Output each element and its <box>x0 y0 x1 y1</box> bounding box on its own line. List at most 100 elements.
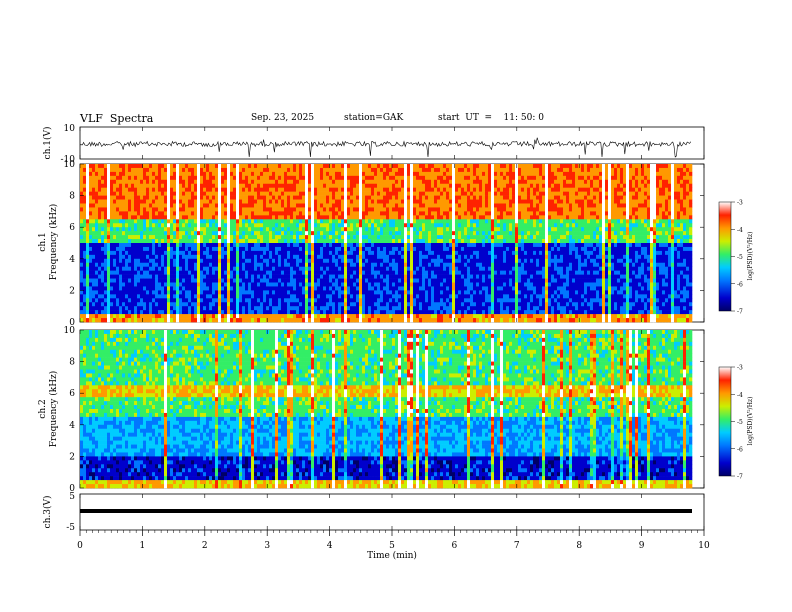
spectrogram-cell <box>149 282 153 287</box>
spectrogram-cell <box>140 262 144 267</box>
spectrogram-cell <box>230 254 234 260</box>
spectrogram-cell <box>98 239 102 244</box>
spectrogram-cell <box>332 262 336 267</box>
spectrogram-cell <box>332 199 336 204</box>
spectrogram-cell <box>104 227 108 232</box>
spectrogram-cell <box>116 246 120 252</box>
spectrogram-cell <box>167 171 171 177</box>
spectrogram-cell <box>158 195 162 200</box>
spectrogram-cell <box>191 235 195 240</box>
spectrogram-cell <box>95 183 99 188</box>
spectrogram-cell <box>83 254 87 260</box>
spectrogram-cell <box>287 270 291 275</box>
spectrogram-cell <box>80 183 84 188</box>
spectrogram-cell <box>287 231 291 236</box>
spectrogram-cell <box>323 286 327 291</box>
spectrogram-cell <box>347 203 351 208</box>
spectrogram-cell <box>317 258 321 264</box>
spectrogram-cell <box>434 314 438 319</box>
spectrogram-cell <box>368 298 372 303</box>
spectrogram-cell <box>368 310 372 315</box>
spectrogram-cell <box>239 179 243 185</box>
spectrogram-cell <box>443 203 447 208</box>
spectrogram-cell <box>284 203 288 208</box>
spectrogram-cell <box>254 191 258 196</box>
spectrogram-cell <box>386 223 390 228</box>
spectrogram-cell <box>239 219 243 224</box>
spectrogram-cell <box>431 282 435 287</box>
spectrogram-cell <box>434 211 438 216</box>
spectrogram-cell <box>266 223 270 228</box>
spectrogram-cell <box>371 171 375 177</box>
spectrogram-cell <box>113 274 117 279</box>
spectrogram-cell <box>410 250 414 256</box>
spectrogram-cell <box>254 175 258 181</box>
spectrogram-cell <box>206 207 210 212</box>
spectrogram-cell <box>398 195 402 200</box>
spectrogram-cell <box>314 310 318 315</box>
spectrogram-cell <box>176 246 180 252</box>
spectrogram-cell <box>215 243 219 248</box>
spectrogram-cell <box>140 215 144 220</box>
spectrogram-cell <box>227 223 231 228</box>
spectrogram-cell <box>284 195 288 200</box>
spectrogram-cell <box>401 302 405 307</box>
spectrogram-cell <box>275 179 279 185</box>
spectrogram-cell <box>224 191 228 196</box>
spectrogram-cell <box>296 183 300 188</box>
spectrogram-cell <box>431 187 435 192</box>
spectrogram-cell <box>344 164 348 169</box>
spectrogram-cell <box>254 254 258 260</box>
spectrogram-cell <box>416 278 420 283</box>
spectrogram-cell <box>185 171 189 177</box>
spectrogram-column <box>212 164 216 323</box>
spectrogram-cell <box>224 290 228 295</box>
spectrogram-cell <box>290 183 294 188</box>
spectrogram-cell <box>287 278 291 283</box>
spectrogram-cell <box>194 227 198 232</box>
spectrogram-cell <box>416 207 420 212</box>
spectrogram-cell <box>92 239 96 244</box>
spectrogram-cell <box>269 215 273 220</box>
spectrogram-cell <box>176 270 180 275</box>
spectrogram-cell <box>185 239 189 244</box>
spectrogram-cell <box>350 298 354 303</box>
spectrogram-cell <box>260 250 264 256</box>
spectrogram-cell <box>194 179 198 185</box>
spectrogram-cell <box>350 258 354 264</box>
spectrogram-cell <box>362 215 366 220</box>
spectrogram-cell <box>380 294 384 299</box>
spectrogram-cell <box>260 211 264 216</box>
spectrogram-cell <box>395 175 399 181</box>
spectrogram-cell <box>134 195 138 200</box>
spectrogram-cell <box>392 310 396 315</box>
spectrogram-cell <box>113 314 117 319</box>
spectrogram-cell <box>425 250 429 256</box>
spectrogram-cell <box>218 290 222 295</box>
spectrogram-cell <box>383 246 387 252</box>
spectrogram-cell <box>341 286 345 291</box>
spectrogram-cell <box>272 302 276 307</box>
spectrogram-cell <box>209 318 213 323</box>
spectrogram-cell <box>365 250 369 256</box>
spectrogram-cell <box>191 266 195 271</box>
spectrogram-cell <box>287 314 291 319</box>
spectrogram-cell <box>257 246 261 252</box>
spectrogram-cell <box>275 191 279 196</box>
spectrogram-cell <box>167 266 171 271</box>
spectrogram-cell <box>134 306 138 311</box>
spectrogram-cell <box>305 250 309 256</box>
spectrogram-cell <box>359 302 363 307</box>
spectrogram-cell <box>239 258 243 264</box>
spectrogram-cell <box>152 191 156 196</box>
spectrogram-cell <box>128 195 132 200</box>
spectrogram-cell <box>416 282 420 287</box>
spectrogram-cell <box>197 266 201 271</box>
spectrogram-cell <box>269 195 273 200</box>
spectrogram-cell <box>155 294 159 299</box>
spectrogram-cell <box>200 254 204 260</box>
spectrogram-cell <box>242 306 246 311</box>
spectrogram-cell <box>395 274 399 279</box>
spectrogram-cell <box>206 191 210 196</box>
spectrogram-cell <box>185 258 189 264</box>
